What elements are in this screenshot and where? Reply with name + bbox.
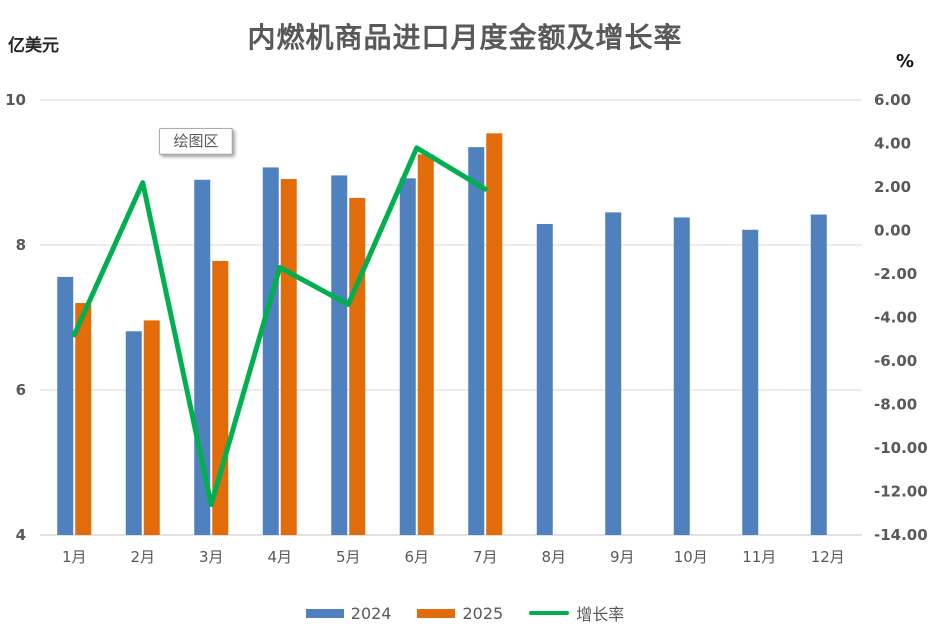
left-axis-unit-label[interactable]: 亿美元 [8, 36, 59, 56]
right-axis-tick-label[interactable]: -6.00 [874, 352, 917, 370]
bar-2025-6月[interactable] [417, 154, 434, 535]
right-axis-tick-label[interactable]: -8.00 [874, 396, 917, 414]
bar-2025-2月[interactable] [143, 320, 160, 535]
x-axis-tick-label-11月[interactable]: 11月 [742, 548, 776, 566]
x-axis-tick-label-3月[interactable]: 3月 [199, 548, 224, 566]
bar-2024-10月[interactable] [673, 217, 690, 535]
right-axis-tick-label[interactable]: -12.00 [874, 483, 928, 501]
x-axis-tick-label-1月[interactable]: 1月 [62, 548, 87, 566]
x-axis-tick-label-10月[interactable]: 10月 [674, 548, 708, 566]
growth-rate-line[interactable] [71, 145, 488, 508]
bar-2024-2月[interactable] [125, 331, 142, 535]
right-axis-tick-label[interactable]: -14.00 [874, 526, 928, 544]
legend-label-growth: 增长率 [576, 605, 625, 624]
legend-item-2025[interactable]: 2025 [417, 604, 503, 623]
left-axis-tick-label[interactable]: 8 [16, 236, 26, 254]
right-axis-tick-label[interactable]: -10.00 [874, 439, 928, 457]
bar-2025-7月[interactable] [486, 133, 503, 535]
bar-2025-1月[interactable] [75, 303, 92, 535]
bar-2025-5月[interactable] [349, 197, 366, 535]
right-axis-tick-label[interactable]: 6.00 [874, 91, 911, 109]
bar-2024-12月[interactable] [810, 214, 827, 536]
x-axis-tick-label-12月[interactable]: 12月 [811, 548, 845, 566]
right-axis-tick-label[interactable]: 2.00 [874, 178, 911, 196]
legend-swatch-2025 [417, 608, 456, 618]
right-axis-tick-label[interactable]: -4.00 [874, 309, 917, 327]
legend-item-growth[interactable]: 增长率 [529, 601, 624, 625]
x-axis-tick-label-8月[interactable]: 8月 [541, 548, 566, 566]
legend-swatch-2024 [305, 608, 344, 618]
bar-2024-6月[interactable] [399, 178, 416, 536]
bar-2024-7月[interactable] [468, 147, 485, 535]
bar-2024-5月[interactable] [331, 175, 348, 535]
legend-item-2024[interactable]: 2024 [305, 603, 392, 623]
left-axis-tick-label[interactable]: 6 [16, 381, 26, 399]
bar-2024-11月[interactable] [742, 229, 759, 535]
x-axis-tick-label-6月[interactable]: 6月 [404, 548, 429, 566]
right-axis-tick-label[interactable]: 0.00 [874, 222, 911, 240]
right-axis-tick-label[interactable]: -2.00 [874, 265, 917, 283]
left-axis-tick-label[interactable]: 10 [5, 91, 26, 109]
x-axis-tick-label-5月[interactable]: 5月 [336, 548, 361, 566]
legend-label-2025: 2025 [462, 603, 504, 623]
chart-title[interactable]: 内燃机商品进口月度金额及增长率 [247, 21, 683, 54]
right-axis-tick-label[interactable]: 4.00 [874, 135, 911, 153]
right-axis-unit-label[interactable]: % [896, 51, 915, 72]
legend-label-2024: 2024 [350, 603, 392, 623]
bar-2024-8月[interactable] [536, 223, 553, 535]
x-axis-tick-label-9月[interactable]: 9月 [610, 548, 635, 566]
x-axis-tick-label-4月[interactable]: 4月 [267, 548, 292, 566]
bar-2024-9月[interactable] [605, 212, 622, 535]
bar-2024-4月[interactable] [262, 167, 279, 536]
legend-line-swatch-growth [529, 611, 570, 615]
left-axis-tick-label[interactable]: 4 [16, 526, 26, 544]
x-axis-tick-label-2月[interactable]: 2月 [130, 548, 155, 566]
plot-area-tooltip: 绘图区 [159, 128, 233, 155]
legend: 2024 2025 增长率 [0, 601, 930, 625]
bar-2024-1月[interactable] [57, 276, 74, 535]
bar-2025-4月[interactable] [280, 179, 297, 535]
x-axis-tick-label-7月[interactable]: 7月 [473, 548, 498, 566]
